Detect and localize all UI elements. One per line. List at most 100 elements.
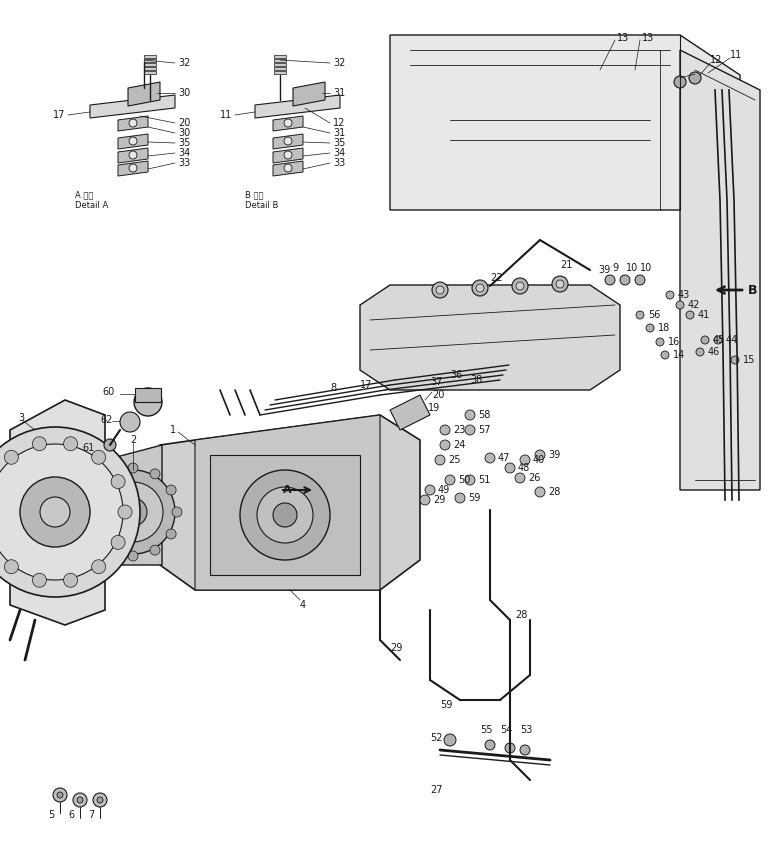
Text: 18: 18 — [658, 323, 670, 333]
Circle shape — [120, 412, 140, 432]
Circle shape — [53, 788, 67, 802]
Polygon shape — [390, 35, 740, 210]
Bar — [144, 59, 156, 62]
Text: 11: 11 — [730, 50, 742, 60]
Text: 44: 44 — [726, 335, 738, 345]
Text: 55: 55 — [480, 725, 492, 735]
Text: B 詳細: B 詳細 — [245, 191, 263, 199]
Circle shape — [465, 410, 475, 420]
Text: 31: 31 — [333, 88, 345, 98]
Text: 57: 57 — [478, 425, 491, 435]
Text: 22: 22 — [490, 273, 502, 283]
Circle shape — [166, 529, 176, 539]
Text: 19: 19 — [428, 403, 440, 413]
Circle shape — [656, 338, 664, 346]
Circle shape — [33, 436, 47, 451]
Text: 30: 30 — [178, 88, 190, 98]
Text: 10: 10 — [626, 263, 638, 273]
Circle shape — [73, 793, 87, 807]
Circle shape — [696, 348, 704, 356]
Circle shape — [432, 282, 448, 298]
Circle shape — [150, 469, 160, 479]
Text: 34: 34 — [333, 148, 345, 158]
Text: 4: 4 — [300, 600, 306, 610]
Polygon shape — [90, 95, 175, 118]
Polygon shape — [160, 415, 420, 590]
Circle shape — [666, 291, 674, 299]
Circle shape — [445, 475, 455, 485]
Polygon shape — [118, 134, 148, 149]
Text: 2: 2 — [130, 435, 136, 445]
Circle shape — [111, 474, 125, 489]
Text: 58: 58 — [478, 410, 490, 420]
Text: 32: 32 — [333, 58, 345, 68]
Circle shape — [20, 477, 90, 547]
Text: 35: 35 — [333, 138, 345, 148]
Bar — [144, 71, 156, 74]
Circle shape — [472, 280, 488, 296]
Text: 13: 13 — [642, 33, 654, 43]
Circle shape — [436, 286, 444, 294]
Text: 20: 20 — [178, 118, 190, 128]
Polygon shape — [195, 415, 380, 590]
Text: 12: 12 — [710, 55, 722, 65]
Circle shape — [119, 498, 147, 526]
Text: 45: 45 — [713, 335, 725, 345]
Text: 41: 41 — [698, 310, 710, 320]
Circle shape — [93, 793, 107, 807]
Text: 33: 33 — [178, 158, 190, 168]
Text: 11: 11 — [220, 110, 232, 120]
Circle shape — [84, 507, 94, 517]
Circle shape — [635, 275, 645, 285]
Polygon shape — [10, 400, 105, 625]
Circle shape — [435, 455, 445, 465]
Bar — [274, 59, 286, 62]
Circle shape — [77, 797, 83, 803]
Circle shape — [284, 137, 292, 145]
Circle shape — [0, 427, 140, 597]
Circle shape — [57, 792, 63, 798]
Circle shape — [5, 560, 19, 574]
Circle shape — [90, 485, 100, 495]
Text: 14: 14 — [673, 350, 686, 360]
Polygon shape — [118, 116, 148, 131]
Text: 16: 16 — [668, 337, 680, 347]
Circle shape — [64, 436, 78, 451]
Polygon shape — [273, 161, 303, 176]
Circle shape — [476, 284, 484, 292]
Text: 26: 26 — [528, 473, 541, 483]
Circle shape — [284, 119, 292, 127]
Text: 7: 7 — [88, 810, 94, 820]
Circle shape — [646, 324, 654, 332]
Circle shape — [714, 336, 722, 344]
Text: 39: 39 — [548, 450, 560, 460]
Bar — [274, 63, 286, 66]
Bar — [274, 71, 286, 74]
Circle shape — [661, 351, 669, 359]
Polygon shape — [118, 148, 148, 163]
Circle shape — [465, 475, 475, 485]
Text: 10: 10 — [640, 263, 652, 273]
Circle shape — [257, 487, 313, 543]
Circle shape — [636, 311, 644, 319]
Circle shape — [134, 388, 162, 416]
Text: 25: 25 — [448, 455, 460, 465]
Circle shape — [686, 311, 694, 319]
Circle shape — [520, 455, 530, 465]
Text: 50: 50 — [458, 475, 471, 485]
Polygon shape — [105, 445, 162, 565]
Circle shape — [701, 336, 709, 344]
Polygon shape — [293, 82, 325, 106]
Text: 32: 32 — [178, 58, 190, 68]
Circle shape — [104, 439, 116, 451]
Text: 49: 49 — [438, 485, 450, 495]
Circle shape — [516, 282, 524, 290]
Circle shape — [91, 470, 175, 554]
Text: 24: 24 — [453, 440, 465, 450]
Text: 20: 20 — [432, 390, 444, 400]
Bar — [274, 67, 286, 70]
Text: 23: 23 — [453, 425, 465, 435]
Text: 47: 47 — [498, 453, 510, 463]
Circle shape — [97, 797, 103, 803]
Text: 61: 61 — [83, 443, 95, 453]
